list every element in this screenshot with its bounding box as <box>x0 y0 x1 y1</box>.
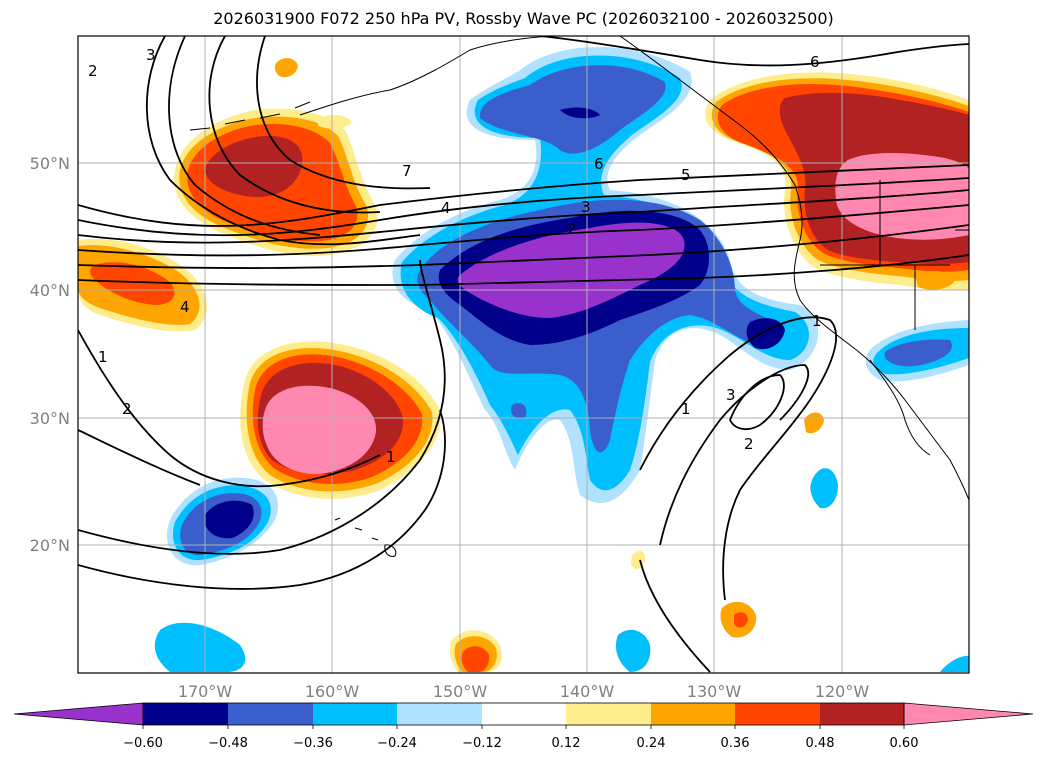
colorbar-extend-high <box>903 702 1034 726</box>
pv-shading <box>78 46 969 672</box>
colorbar-frame <box>142 702 905 726</box>
aleutians <box>189 101 311 131</box>
pos-blob-e <box>804 412 824 434</box>
colorbar-segment <box>566 703 651 725</box>
colorbar-tick-label: 0.12 <box>552 736 581 751</box>
pos-blob-ne2 <box>915 270 955 290</box>
pos-blob-north <box>274 58 298 78</box>
colorbar-tick-label: 0.24 <box>637 736 666 751</box>
colorbar-tick-label: 0.36 <box>721 736 750 751</box>
contour-label: 6 <box>594 155 604 173</box>
neg-blob-east <box>810 468 838 509</box>
lon-tick-label: 120°W <box>815 682 870 701</box>
lon-tick-labels: 170°W 160°W 150°W 140°W 130°W 120°W <box>178 682 870 701</box>
pos-region-nw-firebrick <box>205 135 303 198</box>
colorbar-segment <box>397 703 482 725</box>
lat-tick-label: 40°N <box>30 281 70 300</box>
lon-tick-label: 140°W <box>560 682 615 701</box>
lat-tick-labels: 20°N 30°N 40°N 50°N <box>30 154 70 555</box>
colorbar-segment <box>651 703 735 725</box>
neg-blob-south2 <box>615 629 651 672</box>
contour-label: 3 <box>726 386 736 404</box>
pos-blob-n2 <box>318 114 352 129</box>
colorbar-tick-label: 0.48 <box>806 736 835 751</box>
colorbar-segment <box>313 703 397 725</box>
colorbar-tick-label: −0.60 <box>123 736 163 751</box>
colorbar-segment <box>143 703 228 725</box>
contour-label: 1 <box>386 448 396 466</box>
contour-label: 1 <box>98 348 108 366</box>
alaska-coast <box>299 36 969 501</box>
contour-labels: 3 2 6 7 4 6 5 3 2 1 2 1 1 3 2 1 4 <box>88 46 822 466</box>
pos-region-w-redorange <box>90 262 175 305</box>
neg-region-purple <box>457 222 685 318</box>
pos-region-ne-pink <box>835 153 969 240</box>
colorbar-tick-label: −0.48 <box>208 736 248 751</box>
neg-blob-corner <box>940 655 969 672</box>
contour-label: 2 <box>567 220 577 238</box>
contour-label: 2 <box>744 435 754 453</box>
colorbar-tick-label: −0.36 <box>293 736 333 751</box>
contour-label: 1 <box>681 400 691 418</box>
colorbar: −0.60 −0.48 −0.36 −0.24 −0.12 0.12 0.24 … <box>13 702 1034 751</box>
colorbar-segment <box>482 703 566 725</box>
contour-label: 1 <box>812 312 822 330</box>
pos-blob-e2 <box>631 550 646 569</box>
colorbar-tick-label: −0.12 <box>462 736 502 751</box>
baja <box>869 359 931 456</box>
colorbar-segment <box>820 703 904 725</box>
contour-label: 3 <box>146 46 156 64</box>
lat-tick-label: 50°N <box>30 154 70 173</box>
pos-region-c-pink <box>262 385 377 475</box>
colorbar-segment <box>735 703 820 725</box>
lon-tick-label: 150°W <box>433 682 488 701</box>
contour-label: 5 <box>681 166 691 184</box>
pos-blob-s-red <box>461 646 490 672</box>
lon-tick-label: 170°W <box>178 682 233 701</box>
colorbar-tick-label: 0.60 <box>890 736 919 751</box>
neg-blob-baja-royal <box>884 339 952 367</box>
contour-label: 2 <box>88 62 98 80</box>
contour-label: 4 <box>441 199 451 217</box>
neg-region-sw-navy <box>204 500 254 539</box>
pc-contours <box>78 36 969 673</box>
pos-blob-se-red <box>734 612 748 628</box>
lat-tick-label: 20°N <box>30 536 70 555</box>
lat-tick-label: 30°N <box>30 409 70 428</box>
hawaii <box>334 517 397 557</box>
map-frame <box>77 35 970 674</box>
neg-blob-south <box>154 622 246 672</box>
contour-label: 2 <box>122 400 132 418</box>
colorbar-extend-low <box>13 702 144 726</box>
contour-label: 7 <box>402 162 412 180</box>
contour-label: 3 <box>581 198 591 216</box>
map-title: 2026031900 F072 250 hPa PV, Rossby Wave … <box>213 9 834 28</box>
graticule <box>78 36 969 673</box>
colorbar-tick-label: −0.24 <box>377 736 417 751</box>
lon-tick-label: 130°W <box>687 682 742 701</box>
colorbar-segment <box>228 703 313 725</box>
lon-tick-label: 160°W <box>305 682 360 701</box>
contour-label: 6 <box>810 53 820 71</box>
contour-label: 4 <box>180 298 190 316</box>
